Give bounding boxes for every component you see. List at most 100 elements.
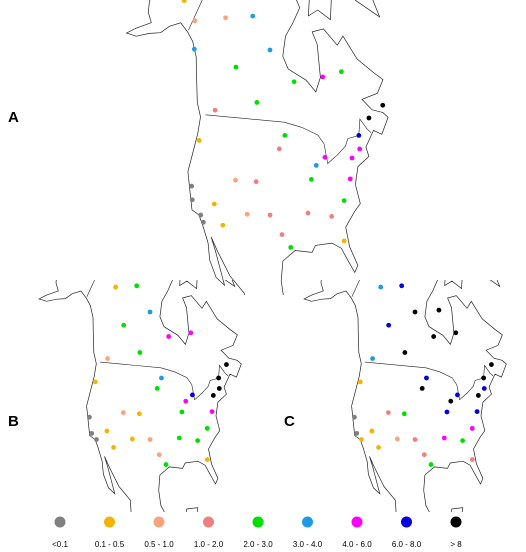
coastline [125,0,389,295]
station [254,100,260,105]
station [137,350,143,355]
station [402,350,408,355]
station [412,309,418,315]
station [291,79,297,85]
station [94,437,99,442]
station [313,163,319,168]
island [140,197,165,235]
legend-swatch [401,516,412,528]
station [189,197,195,203]
station [159,375,164,381]
station [489,362,494,367]
station [92,379,98,385]
legend-label: <0.1 [52,540,68,549]
station [354,430,360,436]
island [405,197,430,235]
legend-swatch [302,516,313,528]
station [209,409,215,414]
station [233,177,238,183]
station [204,457,210,462]
station [216,375,222,381]
station [147,437,153,442]
station [191,46,197,52]
station [356,133,362,138]
legend-label: 3.0 - 4.0 [293,540,323,549]
station [181,0,187,4]
island [489,280,501,288]
station [200,219,206,225]
station [357,146,363,152]
station [369,428,375,434]
station [455,392,460,398]
station [253,179,259,185]
panel-label: B [8,413,19,430]
station [378,284,384,290]
station [370,356,375,361]
station [129,436,135,442]
border [205,114,372,165]
station [453,330,459,336]
station [394,436,400,442]
station [341,198,347,204]
station [198,212,204,218]
station [276,146,282,152]
legend-label: 1.0 - 2.0 [194,540,224,549]
station [224,362,229,367]
station [359,437,364,442]
island [224,280,236,288]
station [288,245,294,250]
station [216,386,222,391]
station [469,425,475,431]
station [469,457,475,462]
station [346,271,351,276]
panel-label: C [284,413,295,430]
island [308,0,332,21]
station [441,435,447,441]
station [341,238,347,244]
map-panel [125,0,389,295]
island [354,0,381,18]
station [244,211,250,217]
legend-label: 4.0 - 6.0 [342,540,372,549]
station [121,322,127,328]
station [267,212,273,218]
station [147,309,153,315]
station [267,47,273,53]
station [305,210,311,216]
border [100,361,229,401]
coastline [38,280,242,512]
station [401,411,407,417]
station [308,176,314,182]
station [196,138,202,143]
station [120,410,126,416]
station [189,183,195,189]
station [460,438,466,444]
station [156,452,162,458]
map-panel [303,197,507,512]
legend-label: 2.0 - 3.0 [243,540,273,549]
station [188,330,194,336]
border [365,361,494,401]
legend-swatch [252,516,264,528]
panel-label: A [8,109,19,126]
station [481,375,487,381]
station [134,283,140,289]
island [396,245,410,266]
station [111,445,116,450]
station [104,428,110,434]
map-panel [38,197,242,512]
station [376,445,381,450]
legend-swatch [203,516,214,528]
legend-label: > 8 [450,540,462,549]
station [195,438,201,444]
station [349,155,355,161]
legend-swatch [450,516,462,528]
station [385,410,391,416]
station [192,18,198,24]
station [204,425,210,431]
station [444,409,450,415]
station [113,284,119,290]
station [474,409,480,414]
legend-swatch [104,516,115,528]
